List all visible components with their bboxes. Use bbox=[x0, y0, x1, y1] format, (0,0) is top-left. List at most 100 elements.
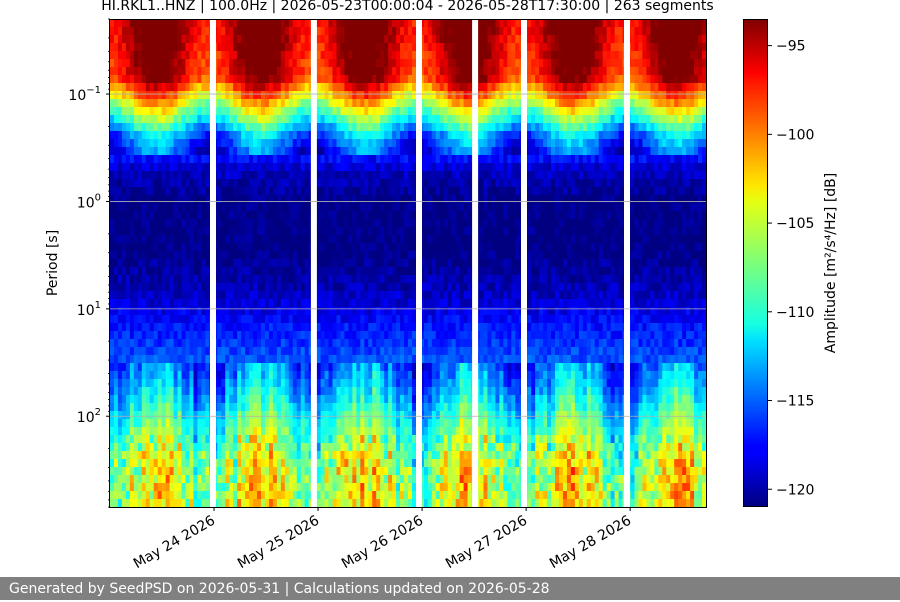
heatmap-cell bbox=[324, 411, 330, 420]
heatmap-cell bbox=[245, 395, 250, 404]
heatmap-cell bbox=[193, 219, 199, 228]
heatmap-cell bbox=[419, 51, 425, 60]
heatmap-cell bbox=[300, 291, 306, 300]
heatmap-cell bbox=[110, 491, 115, 500]
heatmap-cell bbox=[201, 115, 206, 124]
heatmap-cell bbox=[141, 259, 147, 268]
heatmap-cell bbox=[245, 131, 250, 140]
heatmap-cell bbox=[268, 67, 274, 76]
heatmap-cell bbox=[173, 83, 179, 92]
heatmap-cell bbox=[376, 259, 381, 268]
heatmap-cell bbox=[380, 331, 385, 340]
heatmap-cell bbox=[161, 67, 167, 76]
heatmap-cell bbox=[272, 195, 278, 204]
heatmap-cell bbox=[205, 307, 210, 316]
heatmap-cell bbox=[133, 451, 139, 460]
heatmap-cell bbox=[268, 35, 274, 44]
heatmap-cell bbox=[404, 267, 409, 276]
heatmap-cell bbox=[173, 459, 179, 468]
heatmap-cell bbox=[201, 483, 206, 492]
heatmap-cell bbox=[388, 419, 393, 428]
heatmap-cell bbox=[260, 139, 266, 148]
heatmap-cell bbox=[419, 355, 425, 364]
heatmap-cell bbox=[411, 355, 417, 364]
heatmap-cell bbox=[233, 387, 238, 396]
heatmap-cell bbox=[376, 251, 381, 260]
heatmap-cell bbox=[324, 83, 330, 92]
heatmap-cell bbox=[284, 211, 290, 220]
heatmap-cell bbox=[145, 275, 151, 284]
heatmap-cell bbox=[340, 387, 346, 396]
heatmap-cell bbox=[400, 203, 405, 212]
heatmap-cell bbox=[388, 435, 393, 444]
heatmap-cell bbox=[201, 67, 206, 76]
heatmap-cell bbox=[253, 227, 258, 236]
heatmap-cell bbox=[129, 155, 135, 164]
heatmap-cell bbox=[332, 443, 338, 452]
heatmap-cell bbox=[237, 251, 242, 260]
heatmap-cell bbox=[189, 475, 195, 484]
heatmap-cell bbox=[320, 123, 326, 132]
heatmap-cell bbox=[408, 435, 413, 444]
heatmap-cell bbox=[423, 451, 429, 460]
heatmap-cell bbox=[336, 267, 342, 276]
heatmap-cell bbox=[408, 99, 413, 108]
heatmap-cell bbox=[423, 411, 429, 420]
heatmap-cell bbox=[300, 371, 306, 380]
heatmap-cell bbox=[372, 163, 377, 172]
heatmap-cell bbox=[177, 51, 183, 60]
heatmap-cell bbox=[324, 243, 330, 252]
heatmap-cell bbox=[121, 123, 127, 132]
heatmap-cell bbox=[408, 331, 413, 340]
heatmap-cell bbox=[324, 203, 330, 212]
heatmap-cell bbox=[237, 491, 242, 500]
heatmap-cell bbox=[388, 203, 393, 212]
heatmap-cell bbox=[197, 315, 202, 324]
heatmap-cell bbox=[368, 419, 373, 428]
heatmap-cell bbox=[129, 323, 135, 332]
heatmap-cell bbox=[288, 275, 294, 284]
heatmap-cell bbox=[221, 203, 226, 212]
heatmap-cell bbox=[304, 259, 310, 268]
heatmap-cell bbox=[384, 59, 389, 68]
heatmap-cell bbox=[260, 299, 266, 308]
heatmap-cell bbox=[332, 379, 338, 388]
heatmap-cell bbox=[388, 131, 393, 140]
heatmap-cell bbox=[137, 83, 143, 92]
heatmap-cell bbox=[388, 139, 393, 148]
heatmap-cell bbox=[245, 411, 250, 420]
heatmap-cell bbox=[344, 75, 349, 84]
heatmap-cell bbox=[201, 411, 206, 420]
heatmap-cell bbox=[133, 267, 139, 276]
heatmap-cell bbox=[237, 115, 242, 124]
heatmap-cell bbox=[177, 147, 183, 156]
heatmap-cell bbox=[360, 251, 365, 260]
heatmap-cell bbox=[280, 379, 286, 388]
heatmap-cell bbox=[257, 203, 262, 212]
heatmap-cell bbox=[157, 235, 163, 244]
heatmap-cell bbox=[372, 51, 377, 60]
heatmap-cell bbox=[280, 283, 286, 292]
heatmap-cell bbox=[376, 19, 381, 28]
heatmap-cell bbox=[253, 435, 258, 444]
heatmap-cell bbox=[352, 67, 357, 76]
heatmap-cell bbox=[253, 395, 258, 404]
heatmap-cell bbox=[320, 475, 326, 484]
heatmap-cell bbox=[193, 275, 199, 284]
heatmap-cell bbox=[316, 307, 322, 316]
heatmap-cell bbox=[233, 51, 238, 60]
heatmap-cell bbox=[431, 83, 437, 92]
heatmap-cell bbox=[292, 27, 298, 36]
heatmap-cell bbox=[137, 307, 143, 316]
heatmap-cell bbox=[304, 131, 310, 140]
heatmap-cell bbox=[368, 371, 373, 380]
heatmap-cell bbox=[145, 339, 151, 348]
heatmap-cell bbox=[189, 187, 195, 196]
heatmap-cell bbox=[173, 203, 179, 212]
heatmap-cell bbox=[225, 387, 230, 396]
heatmap-cell bbox=[241, 259, 246, 268]
heatmap-cell bbox=[304, 483, 310, 492]
heatmap-cell bbox=[113, 491, 119, 500]
heatmap-cell bbox=[388, 51, 393, 60]
heatmap-cell bbox=[145, 99, 151, 108]
